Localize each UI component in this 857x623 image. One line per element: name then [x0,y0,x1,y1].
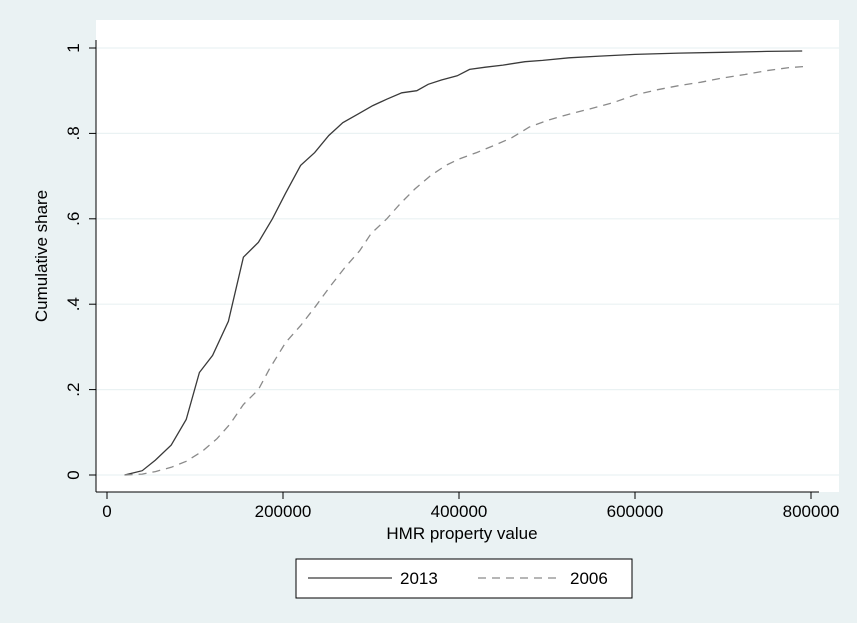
axes [95,40,819,493]
y-tick-label: .8 [64,126,83,140]
y-tick-label: .4 [64,297,83,311]
series-line-2013 [124,50,803,476]
x-tick-label: 200000 [255,502,312,521]
y-axis-ticks: 0 .2 .4 .6 .8 1 [64,43,96,480]
legend-label-2013: 2013 [400,569,438,588]
x-tick-label: 600000 [607,502,664,521]
y-tick-label: 1 [64,43,83,52]
y-tick-label: .6 [64,212,83,226]
legend-label-2006: 2006 [570,569,608,588]
x-tick-label: 0 [102,502,111,521]
series-line-2006 [124,65,807,476]
x-axis-ticks: 0 200000 400000 600000 800000 [102,492,839,521]
x-tick-label: 800000 [783,502,840,521]
gridlines [96,47,839,476]
legend: 2013 2006 [295,558,633,599]
y-tick-label: 0 [64,470,83,479]
y-axis-label: Cumulative share [32,190,51,322]
y-tick-label: .2 [64,383,83,397]
x-tick-label: 400000 [431,502,488,521]
x-axis-label: HMR property value [386,524,537,543]
plot-background [96,20,839,492]
series-lines [124,50,807,476]
